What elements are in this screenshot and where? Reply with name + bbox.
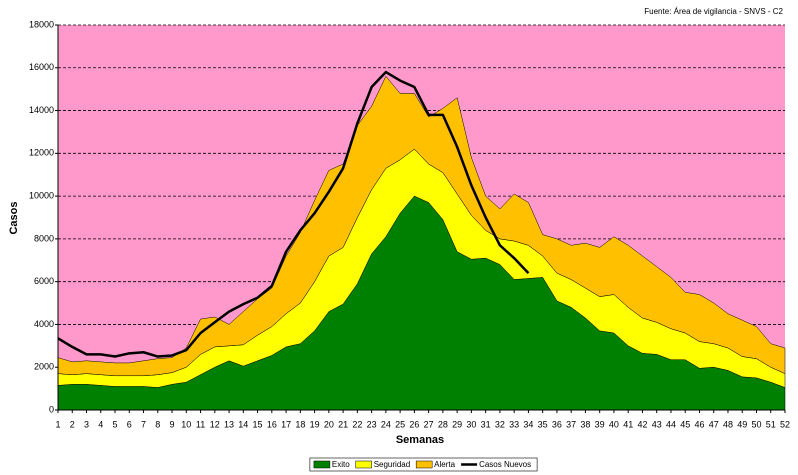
legend-item: Seguridad: [355, 460, 410, 469]
x-tick-label: 43: [652, 419, 662, 429]
x-tick-label: 22: [352, 419, 362, 429]
x-tick-label: 3: [84, 419, 89, 429]
y-tick-label: 16000: [29, 62, 54, 72]
x-tick-label: 46: [694, 419, 704, 429]
x-tick-label: 30: [466, 419, 476, 429]
x-tick-label: 31: [481, 419, 491, 429]
x-tick-label: 5: [113, 419, 118, 429]
x-tick-label: 18: [295, 419, 305, 429]
legend-swatch: [313, 460, 331, 469]
x-tick-label: 19: [310, 419, 320, 429]
x-tick-label: 29: [452, 419, 462, 429]
source-note: Fuente: Área de vigilancia - SNVS - C2: [644, 7, 783, 16]
x-tick-label: 49: [737, 419, 747, 429]
line: [57, 70, 530, 358]
legend-label: Seguridad: [374, 460, 410, 469]
x-tick-label: 45: [680, 419, 690, 429]
x-tick-label: 40: [609, 419, 619, 429]
legend-item: Exito: [313, 460, 350, 469]
x-tick-label: 44: [666, 419, 676, 429]
x-tick-label: 50: [751, 419, 761, 429]
x-tick-label: 16: [267, 419, 277, 429]
x-tick-label: 15: [253, 419, 263, 429]
x-tick-label: 41: [623, 419, 633, 429]
x-tick-label: 36: [552, 419, 562, 429]
x-tick-label: 14: [238, 419, 248, 429]
x-tick-label: 4: [98, 419, 103, 429]
x-tick-label: 24: [381, 419, 391, 429]
x-tick-label: 39: [595, 419, 605, 429]
x-tick-label: 10: [181, 419, 191, 429]
x-tick-label: 38: [580, 419, 590, 429]
y-tick-label: 0: [49, 404, 54, 414]
x-tick-label: 32: [495, 419, 505, 429]
legend: Exito Seguridad Alerta Casos Nuevos: [309, 457, 538, 472]
x-tick-label: 33: [509, 419, 519, 429]
y-tick-label: 12000: [29, 148, 54, 158]
x-tick-label: 27: [424, 419, 434, 429]
x-tick-label: 47: [709, 419, 719, 429]
x-tick-label: 34: [523, 419, 533, 429]
area: [57, 75, 786, 377]
y-tick-label: 10000: [29, 190, 54, 200]
x-tick-label: 21: [338, 419, 348, 429]
y-tick-label: 8000: [34, 233, 54, 243]
x-axis-title: Semanas: [396, 434, 444, 446]
legend-label: Casos Nuevos: [479, 460, 531, 469]
legend-swatch: [355, 460, 372, 469]
x-tick-label: 25: [395, 419, 405, 429]
x-tick-label: 2: [70, 419, 75, 429]
y-tick-label: 14000: [29, 105, 54, 115]
x-tick-label: 11: [196, 419, 205, 429]
x-tick-label: 6: [127, 419, 132, 429]
legend-label: Exito: [332, 460, 350, 469]
x-tick-label: 8: [155, 419, 160, 429]
y-tick-label: 2000: [34, 362, 54, 372]
x-tick-label: 51: [766, 419, 776, 429]
y-tick-label: 18000: [29, 19, 54, 29]
legend-label: Alerta: [434, 460, 455, 469]
x-tick-label: 26: [409, 419, 419, 429]
x-tick-label: 37: [566, 419, 576, 429]
legend-swatch: [415, 460, 433, 469]
x-tick-label: 1: [55, 419, 60, 429]
x-tick-label: 48: [723, 419, 733, 429]
x-tick-label: 20: [324, 419, 334, 429]
x-tick-label: 9: [170, 419, 175, 429]
legend-item: Casos Nuevos: [461, 460, 531, 469]
x-tick-label: 35: [538, 419, 548, 429]
x-tick-label: 17: [281, 419, 291, 429]
x-tick-label: 28: [438, 419, 448, 429]
x-tick-label: 7: [141, 419, 146, 429]
x-tick-label: 12: [210, 419, 220, 429]
y-tick-label: 6000: [34, 276, 54, 286]
y-tick-label: 4000: [34, 319, 54, 329]
x-tick-label: 23: [367, 419, 377, 429]
y-axis-title: Casos: [8, 201, 20, 234]
legend-item: Alerta: [415, 460, 456, 469]
x-tick-label: 13: [224, 419, 234, 429]
x-tick-label: 42: [637, 419, 647, 429]
x-tick-label: 52: [780, 419, 790, 429]
